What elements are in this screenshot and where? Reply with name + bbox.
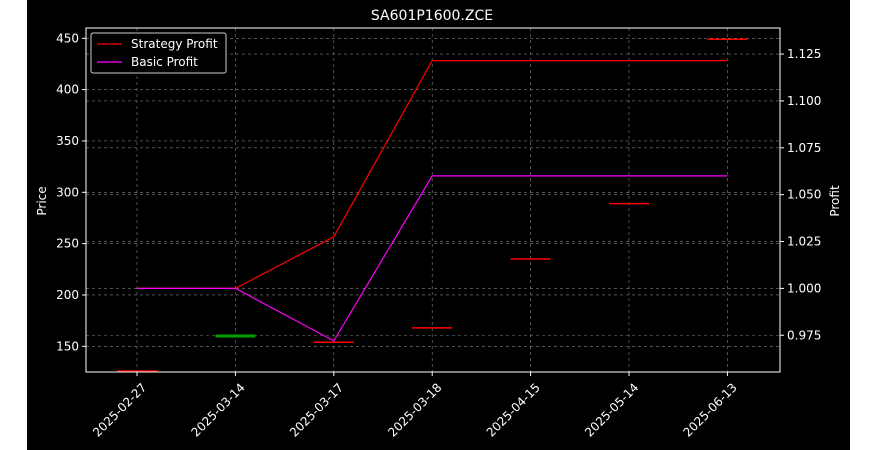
legend-box — [90, 32, 227, 74]
plot-frame — [85, 27, 781, 373]
x-tick-label-2025-03-17: 2025-03-17 — [287, 380, 346, 439]
legend-label-basic-profit: Basic Profit — [131, 55, 198, 69]
legend: Strategy Profit Basic Profit — [90, 32, 227, 74]
x-tick-label-2025-02-27: 2025-02-27 — [90, 380, 149, 439]
grid-layer — [86, 28, 780, 372]
chart-svg: SA601P1600.ZCE Price Profit 2025-02-27 20… — [35, 8, 842, 440]
chart-figure: SA601P1600.ZCE Price Profit 2025-02-27 20… — [27, 0, 850, 450]
price-marks-layer — [117, 38, 748, 372]
y-right-tick-label-1-025: 1.025 — [787, 235, 821, 249]
y-right-tick-label-1-075: 1.075 — [787, 141, 821, 155]
chart-title: SA601P1600.ZCE — [371, 8, 493, 24]
y-left-tick-label-350: 350 — [56, 134, 79, 148]
y-right-tick-label-0-975: 0.975 — [787, 328, 821, 342]
y-left-tick-label-400: 400 — [56, 83, 79, 97]
x-tick-label-2025-03-14: 2025-03-14 — [189, 380, 248, 439]
y-axis-left-label: Price — [35, 186, 49, 215]
series-layer — [136, 60, 728, 342]
y-left-tick-label-200: 200 — [56, 288, 79, 302]
y-left-tick-label-300: 300 — [56, 185, 79, 199]
legend-label-strategy-profit: Strategy Profit — [131, 37, 218, 51]
y-left-tick-label-150: 150 — [56, 339, 79, 353]
y-left-tick-label-450: 450 — [56, 31, 79, 45]
x-tick-label-2025-05-14: 2025-05-14 — [582, 380, 641, 439]
y-right-tick-label-1: 1.000 — [787, 281, 821, 295]
x-tick-label-2025-06-13: 2025-06-13 — [681, 380, 740, 439]
y-right-tick-label-1-125: 1.125 — [787, 47, 821, 61]
x-tick-label-2025-04-15: 2025-04-15 — [484, 380, 543, 439]
y-right-tick-label-1-05: 1.050 — [787, 188, 821, 202]
y-left-tick-label-250: 250 — [56, 237, 79, 251]
x-tick-label-2025-03-18: 2025-03-18 — [385, 380, 444, 439]
y-axis-right-label: Profit — [828, 185, 842, 217]
y-right-tick-label-1-1: 1.100 — [787, 94, 821, 108]
